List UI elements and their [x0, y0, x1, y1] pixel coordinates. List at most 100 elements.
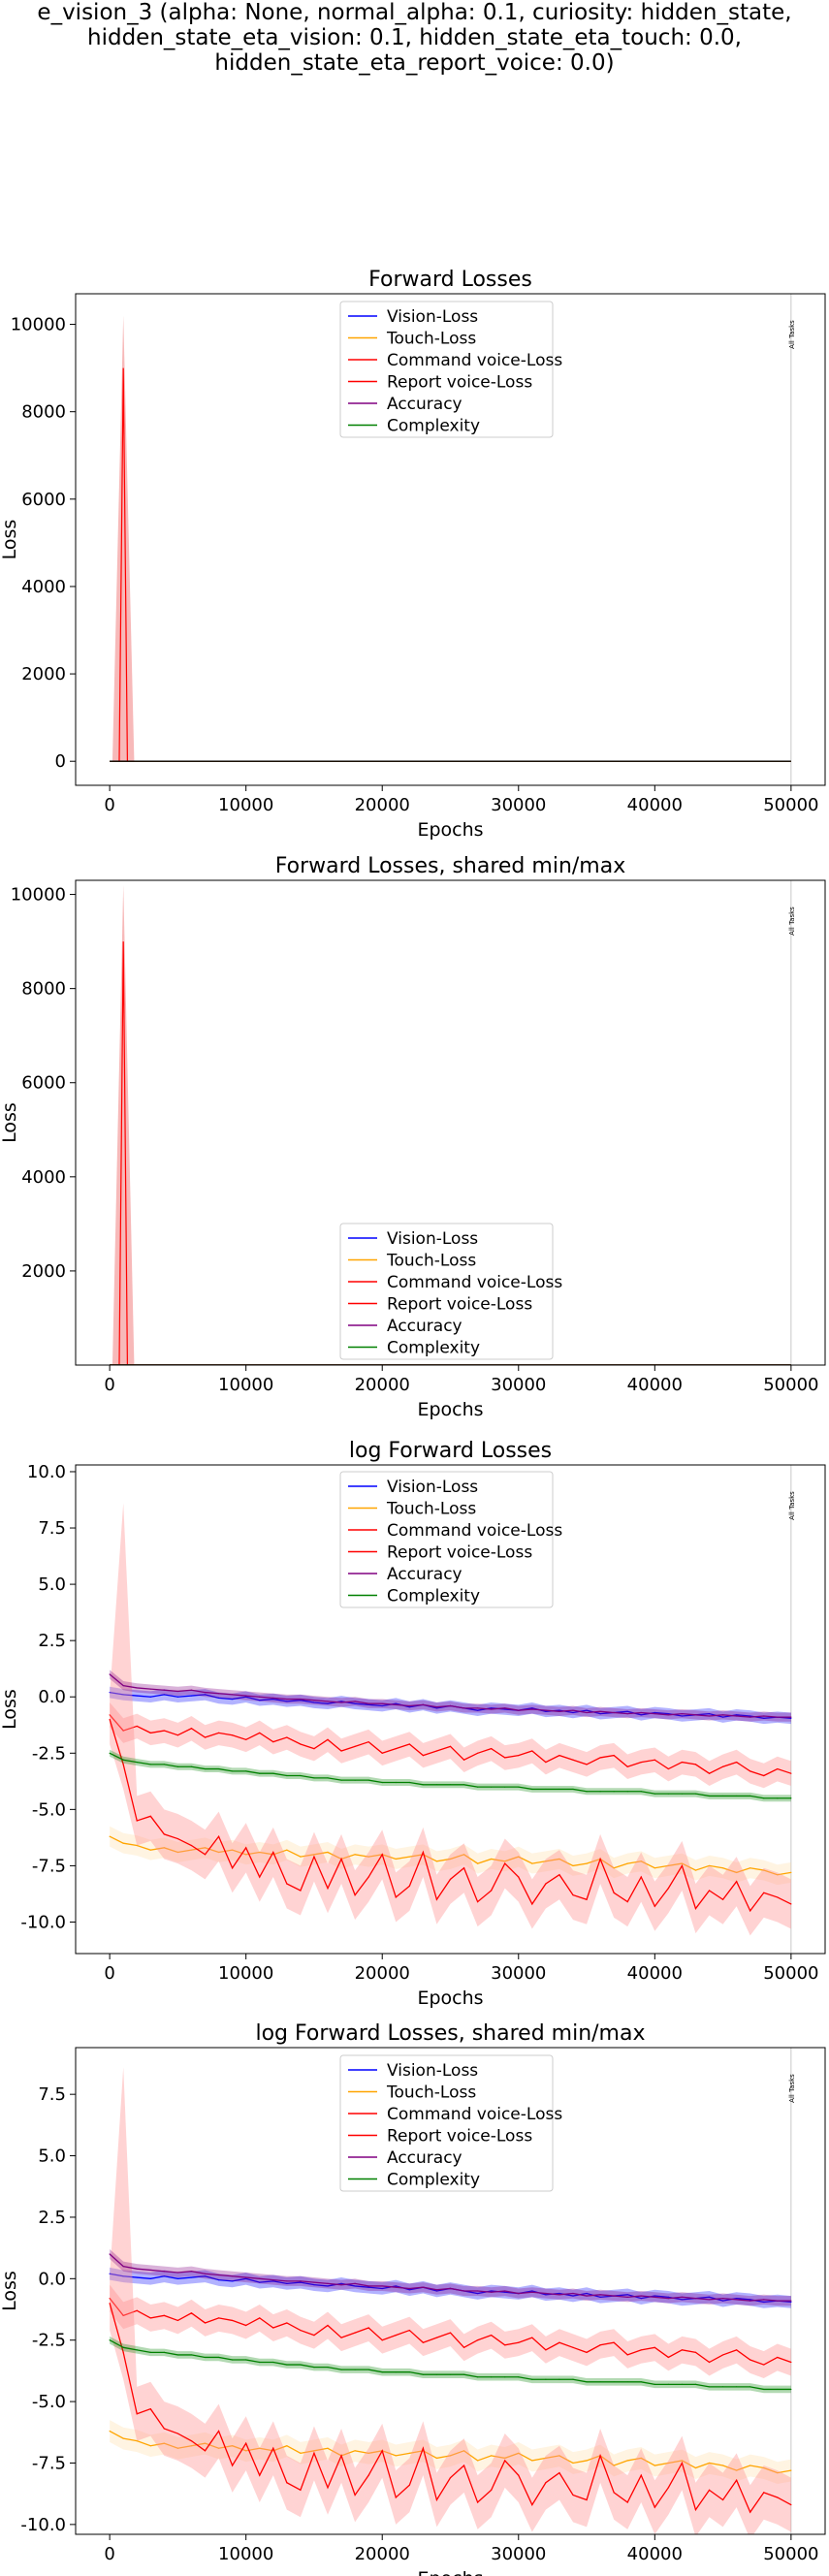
- data-point: [259, 2474, 261, 2476]
- data-point: [558, 1755, 560, 1757]
- chart-title: Forward Losses, shared min/max: [275, 854, 625, 878]
- data-point: [408, 2484, 410, 2486]
- data-point: [340, 1701, 342, 1703]
- x-tick-label: 10000: [218, 795, 273, 815]
- legend-box: [339, 2054, 554, 2192]
- data-point: [586, 2292, 588, 2295]
- data-point: [491, 1786, 493, 1788]
- data-point: [313, 1700, 315, 1701]
- data-point: [681, 1864, 684, 1867]
- data-point: [232, 2275, 234, 2277]
- data-point: [381, 2371, 383, 2373]
- data-point: [217, 1767, 220, 1770]
- y-tick-label: 6000: [21, 490, 66, 510]
- data-point: [176, 2447, 179, 2449]
- data-point: [626, 2296, 628, 2298]
- data-point: [163, 2314, 165, 2316]
- data-point: [245, 1854, 247, 1856]
- data-point: [204, 1694, 207, 1696]
- legend-label: Report voice-Loss: [387, 1295, 532, 1315]
- data-point: [749, 2300, 751, 2302]
- data-point: [408, 1885, 410, 1887]
- data-point: [667, 2487, 669, 2489]
- chart-title: log Forward Losses, shared min/max: [255, 2021, 645, 2046]
- suptitle-line-1: e_vision_3 (alpha: None, normal_alpha: 0…: [37, 0, 792, 25]
- plot-frame: [75, 293, 826, 786]
- data-point: [313, 1701, 315, 1703]
- data-point: [721, 1765, 724, 1767]
- data-point: [408, 2329, 410, 2332]
- data-point: [749, 1770, 751, 1772]
- data-point: [545, 2349, 547, 2351]
- data-point: [654, 2295, 655, 2297]
- data-point: [109, 2339, 111, 2341]
- legend-label: Complexity: [387, 1339, 480, 1358]
- data-point: [122, 1759, 124, 1761]
- data-point: [558, 2292, 560, 2295]
- data-point: [381, 2285, 383, 2287]
- data-point: [777, 1874, 779, 1876]
- data-point: [435, 2290, 438, 2292]
- data-point: [245, 1738, 247, 1740]
- data-point: [504, 1708, 506, 1710]
- plot-frame: [75, 2047, 826, 2535]
- data-point: [572, 1864, 574, 1867]
- plot-frame: [75, 879, 826, 1366]
- data-point: [286, 1698, 288, 1701]
- data-point: [149, 1764, 151, 1765]
- data-point: [763, 1892, 765, 1893]
- data-point: [654, 1793, 655, 1795]
- data-point: [491, 1858, 493, 1860]
- data-point: [518, 1876, 520, 1878]
- data-point: [367, 2327, 369, 2329]
- data-point: [176, 1765, 179, 1767]
- data-point: [109, 1691, 111, 1694]
- data-point: [599, 2294, 601, 2296]
- data-point: [640, 1876, 642, 1878]
- data-point: [721, 2354, 724, 2356]
- legend-label: Complexity: [387, 417, 480, 436]
- data-point: [259, 1876, 261, 1878]
- data-point: [586, 2295, 588, 2297]
- data-point: [149, 2408, 151, 2410]
- data-point: [736, 2298, 738, 2300]
- data-point: [354, 2450, 356, 2452]
- data-point: [327, 1777, 329, 1779]
- data-point: [491, 1707, 493, 1709]
- y-tick-label: 10.0: [27, 1462, 66, 1482]
- data-point: [708, 1772, 711, 1774]
- data-point: [204, 2450, 207, 2452]
- legend-label: Vision-Loss: [387, 1229, 478, 1249]
- data-point: [245, 2276, 247, 2278]
- data-point: [572, 2462, 574, 2465]
- legend-box: [339, 301, 554, 438]
- plot-area: [109, 1465, 792, 1954]
- data-point: [109, 1673, 111, 1675]
- data-point: [599, 2296, 601, 2298]
- legend-label: Accuracy: [387, 1565, 462, 1584]
- data-point: [408, 1856, 410, 1858]
- data-point: [613, 1892, 615, 1893]
- data-point: [204, 2442, 207, 2444]
- data-point: [204, 2322, 207, 2324]
- data-point: [259, 2361, 261, 2364]
- data-point: [259, 2277, 261, 2279]
- data-point: [435, 1898, 438, 1900]
- data-point: [327, 2285, 329, 2287]
- data-point: [395, 2496, 397, 2498]
- data-point: [300, 1743, 302, 1745]
- data-point: [654, 2506, 655, 2508]
- data-point: [545, 2482, 547, 2484]
- series-band: [110, 2067, 791, 2534]
- data-point: [408, 1704, 410, 1707]
- data-point: [640, 2474, 642, 2476]
- data-point: [790, 2361, 792, 2364]
- data-point: [613, 2341, 615, 2343]
- data-point: [217, 1697, 220, 1699]
- data-point: [667, 1767, 669, 1770]
- data-point: [435, 2337, 438, 2338]
- data-point: [749, 1867, 751, 1869]
